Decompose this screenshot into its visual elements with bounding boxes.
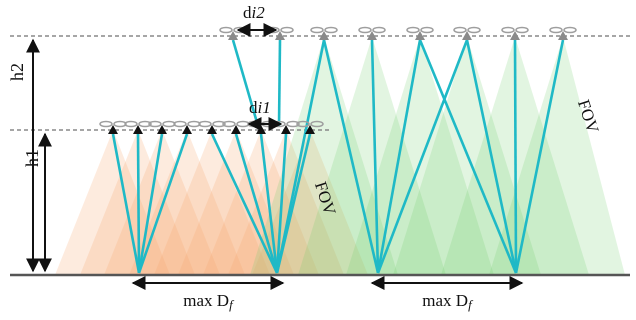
drone-icon <box>222 120 250 134</box>
drone-icon <box>296 120 324 134</box>
beams-high <box>231 39 565 274</box>
drone-icon <box>549 26 577 40</box>
drones-high <box>219 26 577 40</box>
beams-low <box>111 133 312 274</box>
drone-icon <box>148 120 176 134</box>
drone-icon <box>99 120 127 134</box>
drones-low <box>99 120 324 134</box>
drone-icon <box>173 120 201 134</box>
maxdf-label-left: max Df <box>183 291 235 312</box>
drone-icon <box>501 26 529 40</box>
h2-label: h2 <box>7 63 27 81</box>
di2-label: di2 <box>243 3 265 22</box>
di1-label: di1 <box>249 98 271 117</box>
drone-icon <box>124 120 152 134</box>
maxdf-label-right: max Df <box>422 291 474 312</box>
drone-icon <box>198 120 226 134</box>
h1-label: h1 <box>22 149 42 167</box>
drone-icon <box>310 26 338 40</box>
drone-icon <box>406 26 434 40</box>
drone-icon <box>453 26 481 40</box>
fov-cones-high <box>250 37 625 275</box>
drone-icon <box>358 26 386 40</box>
